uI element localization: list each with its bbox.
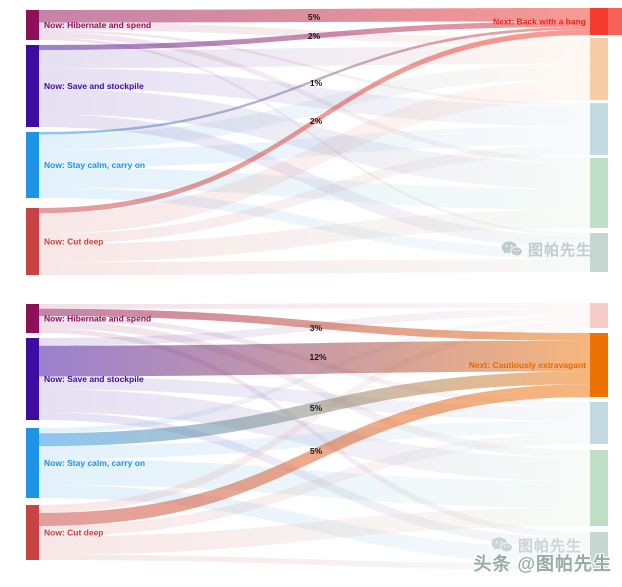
node-next-0-label: Next: Back with a bang <box>493 17 586 27</box>
flow-0-to-2 <box>39 30 590 106</box>
node-now-0-label: Now: Hibernate and spend <box>44 314 151 324</box>
node-now-3-label: Now: Cut deep <box>44 237 104 247</box>
node-next-0-edge-strip <box>608 8 622 35</box>
flow-percent-label: 1% <box>310 78 323 88</box>
flow-0-to-3 <box>39 320 590 458</box>
flow-percent-label: 2% <box>310 116 323 126</box>
node-next-1 <box>590 38 608 100</box>
flow-3-to-0 <box>39 320 590 513</box>
flow-percent-label: 5% <box>310 446 323 456</box>
node-next-3 <box>590 158 608 228</box>
node-next-2 <box>590 402 608 444</box>
watermark-brand: 图帕先生 <box>501 239 592 260</box>
flow-3-to-1 <box>39 79 590 234</box>
node-now-0-label: Now: Hibernate and spend <box>44 20 151 30</box>
node-now-2 <box>26 132 39 198</box>
watermark-brand-text: 图帕先生 <box>527 242 592 259</box>
sankey-panel-cautiously-extravagant: Now: Hibernate and spend Now: Save and st… <box>26 303 608 570</box>
flow-1-to-0-highlighted <box>39 21 590 51</box>
flow-3-to-1-highlighted <box>39 384 590 526</box>
flow-percent-label: 5% <box>308 12 321 22</box>
flow-percent-label: 12% <box>309 352 326 362</box>
watermark-brand-repeat: 图帕先生 <box>491 535 582 556</box>
node-next-1-label: Next: Cautiously extravagant <box>469 360 586 370</box>
flow-percent-label: 3% <box>310 323 323 333</box>
node-next-4 <box>590 233 608 272</box>
node-now-2-label: Now: Stay calm, carry on <box>44 160 145 170</box>
node-now-0 <box>26 10 39 40</box>
flow-1-to-1-highlighted <box>39 340 590 377</box>
node-next-2 <box>590 103 608 155</box>
node-now-2 <box>26 428 39 498</box>
flow-percent-label: 2% <box>308 31 321 41</box>
node-now-1 <box>26 338 39 420</box>
node-next-4 <box>590 532 608 570</box>
flow-3-to-4 <box>39 259 590 275</box>
flow-3-to-3 <box>39 507 590 555</box>
flow-3-to-0-highlighted <box>39 29 590 214</box>
flow-2-to-4 <box>39 187 590 259</box>
flow-2-to-0-highlighted <box>39 26 590 135</box>
node-now-0 <box>26 304 39 333</box>
node-now-3-label: Now: Cut deep <box>44 528 104 538</box>
node-next-3 <box>590 450 608 526</box>
node-next-0 <box>590 303 608 328</box>
node-now-1-label: Now: Save and stockpile <box>44 81 144 91</box>
watermark-brand-repeat-text: 图帕先生 <box>517 538 582 555</box>
sankey-panel-back-with-a-bang: Now: Hibernate and spend Now: Save and st… <box>26 8 622 275</box>
flow-percent-label: 5% <box>310 403 323 413</box>
wechat-icon <box>501 241 523 258</box>
flow-2-to-0 <box>39 315 590 434</box>
watermark-byline: 头条 @图帕先生 <box>473 554 612 574</box>
flow-3-to-2 <box>39 144 590 245</box>
flow-0-to-1-highlighted <box>39 308 590 341</box>
node-now-1 <box>26 45 39 127</box>
flow-2-to-1 <box>39 63 590 150</box>
flow-2-to-2 <box>39 420 590 460</box>
flow-0-to-0-highlighted <box>39 8 590 23</box>
node-next-1 <box>590 333 608 397</box>
node-now-1-label: Now: Save and stockpile <box>44 374 144 384</box>
flow-0-to-0 <box>39 303 590 309</box>
flow-3-to-2 <box>39 433 590 537</box>
node-now-3 <box>26 505 39 560</box>
flow-2-to-3 <box>39 167 590 210</box>
node-next-0 <box>590 8 608 35</box>
flow-2-to-1-highlighted <box>39 371 590 447</box>
flow-3-to-4 <box>39 554 590 570</box>
wechat-icon <box>491 537 513 554</box>
flow-3-to-3 <box>39 209 590 263</box>
node-now-3 <box>26 208 39 275</box>
node-now-2-label: Now: Stay calm, carry on <box>44 458 145 468</box>
